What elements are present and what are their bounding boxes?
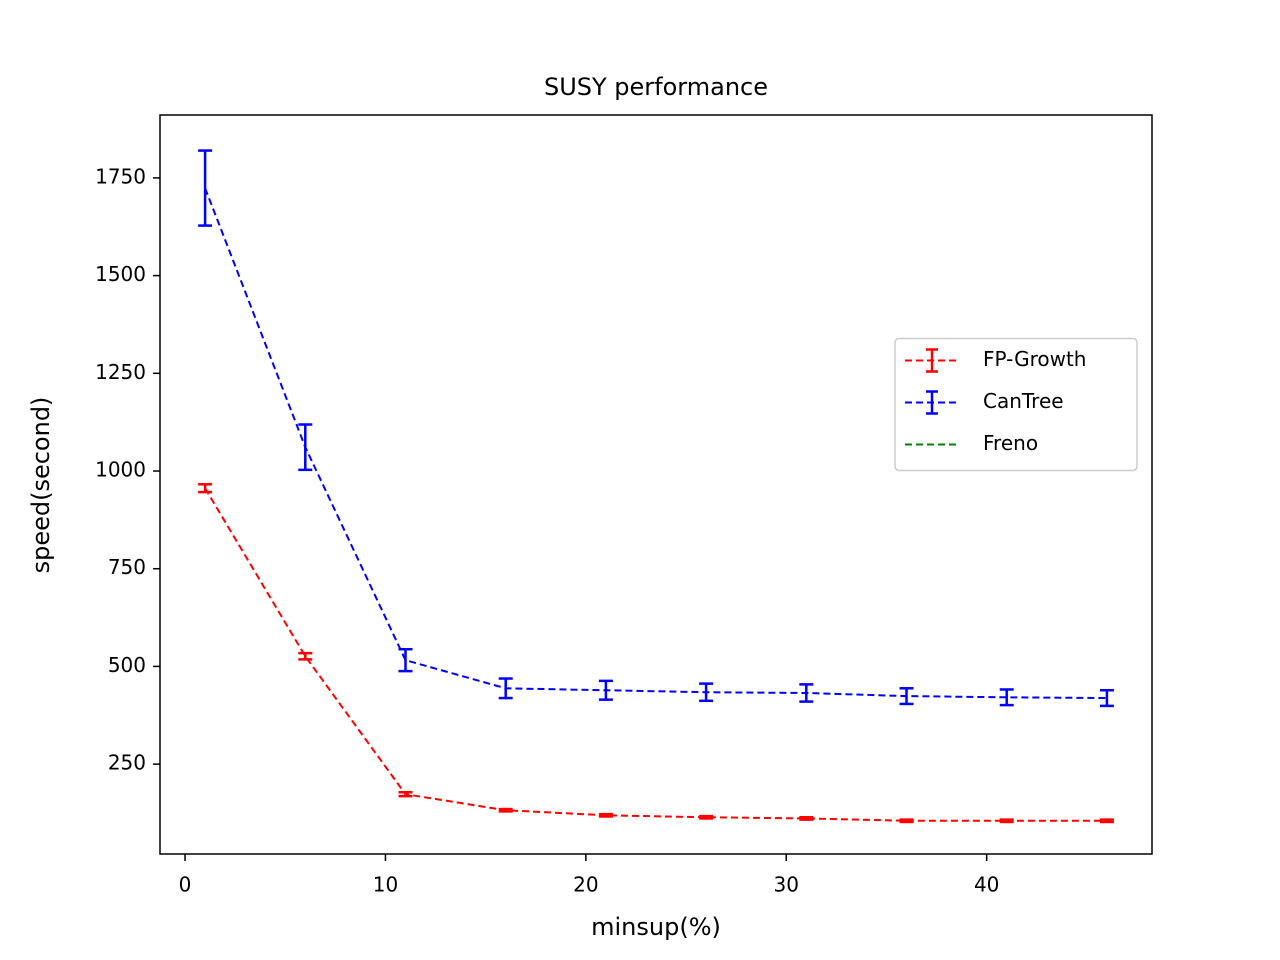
error-bar — [1099, 818, 1114, 824]
y-tick-label: 500 — [108, 653, 146, 677]
series-line — [204, 187, 1107, 700]
series-line — [204, 487, 1107, 822]
error-bar — [498, 677, 513, 700]
legend-label: FP-Growth — [983, 347, 1086, 371]
chart-title: SUSY performance — [544, 73, 768, 101]
y-tick-label: 1750 — [95, 164, 146, 188]
error-bar — [298, 651, 313, 661]
error-bar — [899, 687, 914, 706]
x-axis-label: minsup(%) — [591, 913, 721, 941]
x-tick-label: 20 — [573, 873, 598, 897]
error-bar — [699, 814, 714, 820]
y-tick-label: 250 — [108, 751, 146, 775]
y-tick-label: 1000 — [95, 458, 146, 482]
error-bar — [498, 807, 513, 813]
x-tick-label: 10 — [373, 873, 398, 897]
y-tick-label: 1500 — [95, 262, 146, 286]
error-bar — [398, 647, 413, 673]
error-bar — [598, 679, 613, 701]
error-bar — [999, 818, 1014, 824]
error-bar — [598, 812, 613, 818]
error-bar — [1099, 689, 1114, 708]
error-bar — [999, 688, 1014, 707]
error-bar — [198, 149, 213, 227]
y-tick-label: 750 — [108, 555, 146, 579]
error-bar — [899, 818, 914, 824]
error-bar — [298, 423, 313, 472]
y-tick-label: 1250 — [95, 360, 146, 384]
error-bar — [198, 483, 213, 494]
error-bar — [799, 816, 814, 821]
x-tick-label: 0 — [179, 873, 192, 897]
error-bar — [699, 682, 714, 703]
x-tick-label: 30 — [774, 873, 799, 897]
plot-frame — [159, 114, 1153, 855]
error-bar — [799, 683, 814, 703]
x-tick-label: 40 — [974, 873, 999, 897]
legend-box — [894, 337, 1138, 472]
legend-label: CanTree — [983, 389, 1064, 413]
error-bar — [398, 791, 413, 798]
legend-label: Freno — [983, 431, 1038, 455]
y-axis-label: speed(second) — [27, 397, 55, 574]
